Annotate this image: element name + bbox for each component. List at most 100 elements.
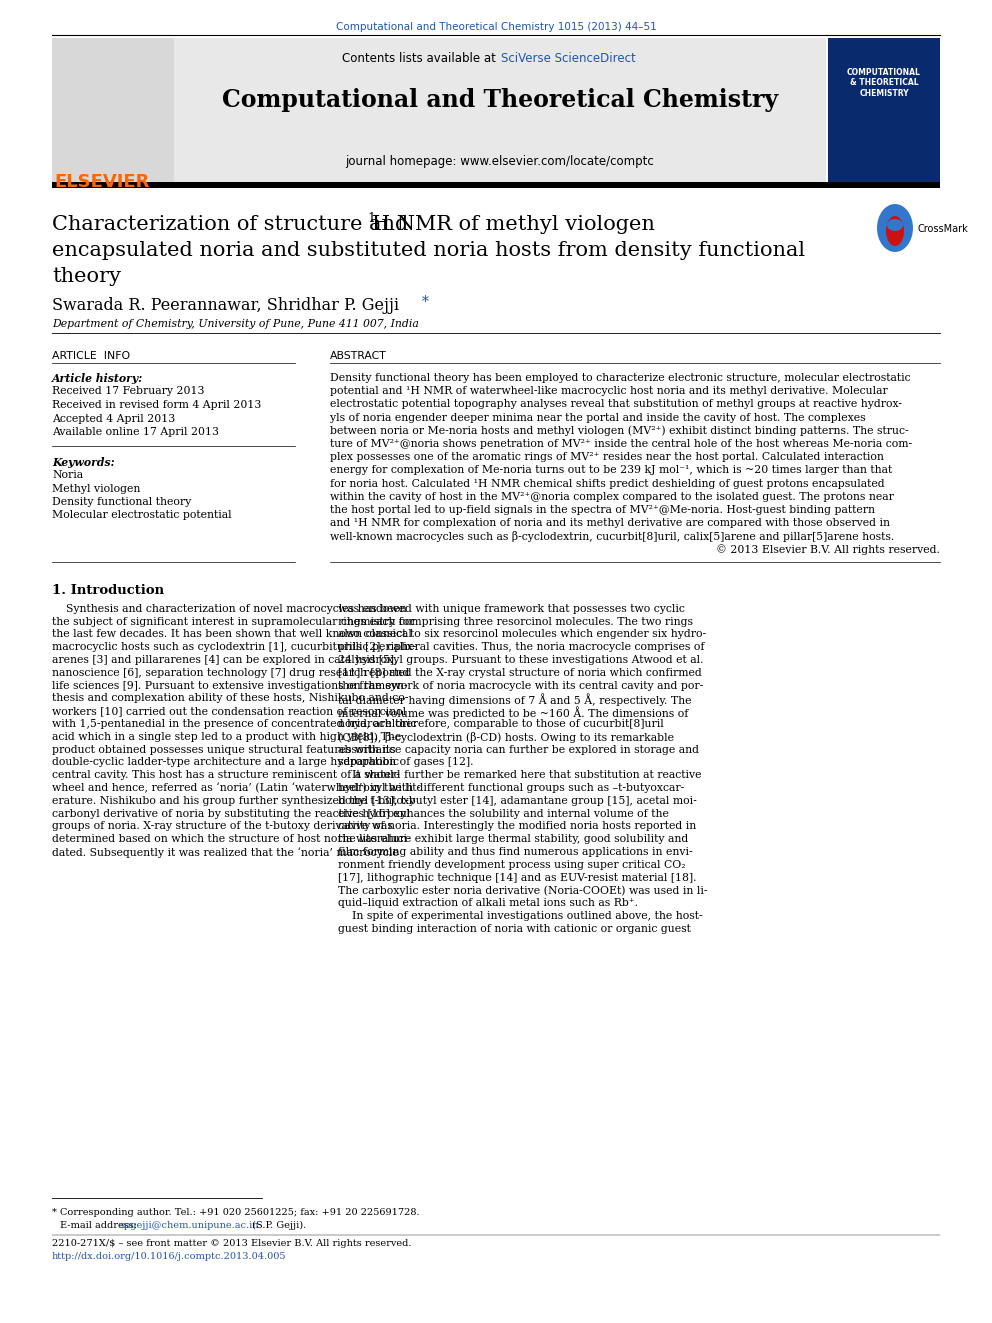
Text: eties [16] enhances the solubility and internal volume of the: eties [16] enhances the solubility and i… (338, 808, 669, 819)
Text: Density functional theory has been employed to characterize electronic structure: Density functional theory has been emplo… (330, 373, 911, 382)
Text: double-cyclic ladder-type architecture and a large hydrophobic: double-cyclic ladder-type architecture a… (52, 757, 399, 767)
Text: ABSTRACT: ABSTRACT (330, 351, 387, 361)
Text: nanoscience [6], separation technology [7] drug research [8] and: nanoscience [6], separation technology [… (52, 668, 410, 677)
Text: acid which in a single step led to a product with high yield. The: acid which in a single step led to a pro… (52, 732, 401, 742)
Text: guest binding interaction of noria with cationic or organic guest: guest binding interaction of noria with … (338, 923, 690, 934)
Text: 1: 1 (367, 212, 375, 225)
Text: bonyl [13], t-butyl ester [14], adamantane group [15], acetal moi-: bonyl [13], t-butyl ester [14], adamanta… (338, 796, 696, 806)
Text: Accepted 4 April 2013: Accepted 4 April 2013 (52, 414, 176, 423)
Text: Contents lists available at: Contents lists available at (342, 52, 500, 65)
Text: (CB[8]), β-cyclodextrin (β-CD) hosts. Owing to its remarkable: (CB[8]), β-cyclodextrin (β-CD) hosts. Ow… (338, 732, 674, 742)
Text: COMPUTATIONAL
& THEORETICAL
CHEMISTRY: COMPUTATIONAL & THEORETICAL CHEMISTRY (847, 67, 921, 98)
Text: noria, are therefore, comparable to those of cucurbit[8]uril: noria, are therefore, comparable to thos… (338, 718, 664, 729)
Text: (S.P. Gejji).: (S.P. Gejji). (249, 1221, 307, 1230)
Text: Article history:: Article history: (52, 373, 143, 384)
Text: spgejji@chem.unipune.ac.in: spgejji@chem.unipune.ac.in (119, 1221, 259, 1230)
Text: Received 17 February 2013: Received 17 February 2013 (52, 386, 204, 397)
Text: © 2013 Elsevier B.V. All rights reserved.: © 2013 Elsevier B.V. All rights reserved… (716, 545, 940, 556)
Text: Department of Chemistry, University of Pune, Pune 411 007, India: Department of Chemistry, University of P… (52, 319, 419, 329)
Text: the framework of noria macrocycle with its central cavity and por-: the framework of noria macrocycle with i… (338, 680, 703, 691)
Bar (828, 38, 940, 185)
Text: rings each comprising three resorcinol molecules. The two rings: rings each comprising three resorcinol m… (338, 617, 693, 627)
Text: ELSEVIER: ELSEVIER (54, 173, 150, 191)
Text: [11] reported the X-ray crystal structure of noria which confirmed: [11] reported the X-ray crystal structur… (338, 668, 701, 677)
Text: theory: theory (52, 267, 121, 286)
Bar (52, 38, 174, 185)
Text: groups of noria. X-ray structure of the t-butoxy derivative was: groups of noria. X-ray structure of the … (52, 822, 393, 831)
Text: E-mail address:: E-mail address: (60, 1221, 140, 1230)
Text: 2210-271X/$ – see front matter © 2013 Elsevier B.V. All rights reserved.: 2210-271X/$ – see front matter © 2013 El… (52, 1240, 412, 1248)
Text: and ¹H NMR for complexation of noria and its methyl derivative are compared with: and ¹H NMR for complexation of noria and… (330, 519, 890, 528)
Text: journal homepage: www.elsevier.com/locate/comptc: journal homepage: www.elsevier.com/locat… (345, 155, 655, 168)
Bar (52, 183, 940, 188)
Text: H NMR of methyl viologen: H NMR of methyl viologen (372, 216, 655, 234)
Text: Molecular electrostatic potential: Molecular electrostatic potential (52, 511, 231, 520)
Text: potential and ¹H NMR of waterwheel-like macrocyclic host noria and its methyl de: potential and ¹H NMR of waterwheel-like … (330, 386, 888, 396)
Text: central cavity. This host has a structure reminiscent of a water-: central cavity. This host has a structur… (52, 770, 400, 781)
Text: absorbance capacity noria can further be explored in storage and: absorbance capacity noria can further be… (338, 745, 699, 754)
Text: philic peripheral cavities. Thus, the noria macrocycle comprises of: philic peripheral cavities. Thus, the no… (338, 642, 704, 652)
Text: In spite of experimental investigations outlined above, the host-: In spite of experimental investigations … (338, 912, 702, 921)
Text: also connect to six resorcinol molecules which engender six hydro-: also connect to six resorcinol molecules… (338, 630, 706, 639)
Text: http://dx.doi.org/10.1016/j.comptc.2013.04.005: http://dx.doi.org/10.1016/j.comptc.2013.… (52, 1252, 287, 1261)
Text: Synthesis and characterization of novel macrocycles has been: Synthesis and characterization of novel … (52, 603, 407, 614)
Text: Swarada R. Peerannawar, Shridhar P. Gejji: Swarada R. Peerannawar, Shridhar P. Gejj… (52, 296, 399, 314)
Text: erature. Nishikubo and his group further synthesized the t-butoxy: erature. Nishikubo and his group further… (52, 796, 416, 806)
Text: between noria or Me-noria hosts and methyl viologen (MV²⁺) exhibit distinct bind: between noria or Me-noria hosts and meth… (330, 426, 909, 437)
Text: hydroxyl with different functional groups such as –t-butyoxcar-: hydroxyl with different functional group… (338, 783, 684, 792)
Text: It should further be remarked here that substitution at reactive: It should further be remarked here that … (338, 770, 701, 781)
Text: Characterization of structure and: Characterization of structure and (52, 216, 415, 234)
Text: thesis and complexation ability of these hosts, Nishikubo and co-: thesis and complexation ability of these… (52, 693, 409, 704)
Text: film forming ability and thus find numerous applications in envi-: film forming ability and thus find numer… (338, 847, 692, 857)
Text: 24 hydroxyl groups. Pursuant to these investigations Atwood et al.: 24 hydroxyl groups. Pursuant to these in… (338, 655, 703, 665)
Ellipse shape (886, 216, 904, 246)
Text: * Corresponding author. Tel.: +91 020 25601225; fax: +91 20 225691728.: * Corresponding author. Tel.: +91 020 25… (52, 1208, 420, 1217)
Text: the literature exhibit large thermal stability, good solubility and: the literature exhibit large thermal sta… (338, 835, 688, 844)
Ellipse shape (887, 220, 903, 232)
Text: Noria: Noria (52, 470, 83, 480)
Text: within the cavity of host in the MV²⁺@noria complex compared to the isolated gue: within the cavity of host in the MV²⁺@no… (330, 492, 894, 501)
Text: Keywords:: Keywords: (52, 456, 115, 467)
Text: Received in revised form 4 April 2013: Received in revised form 4 April 2013 (52, 400, 261, 410)
Text: wheel and hence, referred as ‘noria’ (Latin ‘waterwheel’) in the lit-: wheel and hence, referred as ‘noria’ (La… (52, 783, 421, 794)
Text: workers [10] carried out the condensation reaction of resorcinol: workers [10] carried out the condensatio… (52, 706, 406, 716)
Text: quid–liquid extraction of alkali metal ions such as Rb⁺.: quid–liquid extraction of alkali metal i… (338, 898, 638, 908)
Text: arenes [3] and pillararenes [4] can be explored in catalysis [5],: arenes [3] and pillararenes [4] can be e… (52, 655, 398, 665)
Text: Methyl viologen: Methyl viologen (52, 483, 141, 493)
Text: cavity of noria. Interestingly the modified noria hosts reported in: cavity of noria. Interestingly the modif… (338, 822, 696, 831)
Text: [17], lithographic technique [14] and as EUV-resist material [18].: [17], lithographic technique [14] and as… (338, 873, 696, 882)
Text: ARTICLE  INFO: ARTICLE INFO (52, 351, 130, 361)
Text: Density functional theory: Density functional theory (52, 497, 191, 507)
Text: SciVerse ScienceDirect: SciVerse ScienceDirect (501, 52, 636, 65)
Text: the host portal led to up-field signals in the spectra of MV²⁺@Me-noria. Host-gu: the host portal led to up-field signals … (330, 505, 875, 515)
Text: encapsulated noria and substituted noria hosts from density functional: encapsulated noria and substituted noria… (52, 241, 806, 261)
Text: the last few decades. It has been shown that well known classical: the last few decades. It has been shown … (52, 630, 412, 639)
Text: the subject of significant interest in supramolecular chemistry for: the subject of significant interest in s… (52, 617, 415, 627)
Text: macrocyclic hosts such as cyclodextrin [1], cucurbiturils [2], calix-: macrocyclic hosts such as cyclodextrin [… (52, 642, 417, 652)
Text: dated. Subsequently it was realized that the ‘noria’ macrocycle: dated. Subsequently it was realized that… (52, 847, 399, 857)
Text: yls of noria engender deeper minima near the portal and inside the cavity of hos: yls of noria engender deeper minima near… (330, 413, 866, 422)
Text: ronment friendly development process using super critical CO₂: ronment friendly development process usi… (338, 860, 685, 869)
Text: carbonyl derivative of noria by substituting the reactive hydroxyl: carbonyl derivative of noria by substitu… (52, 808, 410, 819)
Text: determined based on which the structure of host noria was eluci-: determined based on which the structure … (52, 835, 411, 844)
Text: energy for complexation of Me-noria turns out to be 239 kJ mol⁻¹, which is ~20 t: energy for complexation of Me-noria turn… (330, 466, 892, 475)
Text: ture of MV²⁺@noria shows penetration of MV²⁺ inside the central hole of the host: ture of MV²⁺@noria shows penetration of … (330, 439, 912, 448)
Text: well-known macrocycles such as β-cyclodextrin, cucurbit[8]uril, calix[5]arene an: well-known macrocycles such as β-cyclode… (330, 532, 894, 542)
Text: Available online 17 April 2013: Available online 17 April 2013 (52, 427, 219, 437)
Text: 1. Introduction: 1. Introduction (52, 583, 164, 597)
Text: tal diameter having dimensions of 7 Å and 5 Å, respectively. The: tal diameter having dimensions of 7 Å an… (338, 693, 691, 706)
Text: life sciences [9]. Pursuant to extensive investigations on the syn-: life sciences [9]. Pursuant to extensive… (52, 680, 408, 691)
Text: The carboxylic ester noria derivative (Noria-COOEt) was used in li-: The carboxylic ester noria derivative (N… (338, 885, 707, 896)
Text: was endowed with unique framework that possesses two cyclic: was endowed with unique framework that p… (338, 603, 684, 614)
Bar (52, 38, 826, 185)
Text: plex possesses one of the aromatic rings of MV²⁺ resides near the host portal. C: plex possesses one of the aromatic rings… (330, 452, 884, 462)
Text: Computational and Theoretical Chemistry 1015 (2013) 44–51: Computational and Theoretical Chemistry … (335, 22, 657, 32)
Text: separation of gases [12].: separation of gases [12]. (338, 757, 473, 767)
Text: with 1,5-pentanedial in the presence of concentrated hydrochloric: with 1,5-pentanedial in the presence of … (52, 718, 417, 729)
Text: *: * (422, 295, 429, 310)
Text: electrostatic potential topography analyses reveal that substitution of methyl g: electrostatic potential topography analy… (330, 400, 902, 409)
Text: for noria host. Calculated ¹H NMR chemical shifts predict deshielding of guest p: for noria host. Calculated ¹H NMR chemic… (330, 479, 885, 488)
Text: internal volume was predicted to be ~160 Å. The dimensions of: internal volume was predicted to be ~160… (338, 706, 688, 718)
Text: Computational and Theoretical Chemistry: Computational and Theoretical Chemistry (222, 89, 778, 112)
Text: product obtained possesses unique structural features with its: product obtained possesses unique struct… (52, 745, 396, 754)
